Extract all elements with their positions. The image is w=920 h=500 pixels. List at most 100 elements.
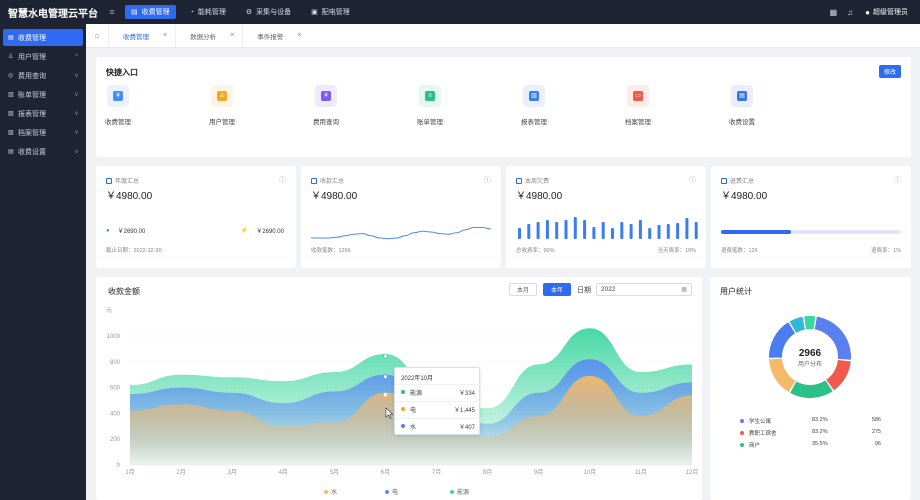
quick-item-label: 用户管理 xyxy=(209,119,235,126)
collection-summary-card: 收款汇总 ⓘ ￥4980.00 收款笔数：1256 xyxy=(301,166,501,268)
tooltip-row-name: 水 xyxy=(410,425,417,431)
date-picker[interactable]: 2022 ▦ xyxy=(596,283,692,296)
sidebar-item-users[interactable]: ♙ 用户管理 ^ xyxy=(3,48,83,65)
tooltip-row: 水 ￥407 xyxy=(395,418,481,432)
chevron-up-icon: ^ xyxy=(75,53,78,60)
legend-label: 水 xyxy=(331,488,337,496)
user-type-count: 275 xyxy=(871,429,881,435)
refund-progress-track xyxy=(721,230,901,234)
month-button[interactable]: 本月 xyxy=(509,283,537,296)
sidebar-item-label: 账单管理 xyxy=(18,91,46,99)
close-icon[interactable]: × xyxy=(297,32,302,39)
tooltip-row: 电 ￥1,445 xyxy=(395,401,481,415)
report-icon: ▧ xyxy=(8,111,14,117)
info-icon[interactable]: ⓘ xyxy=(689,177,696,184)
tab-event-alarm[interactable]: 事件报警 × xyxy=(242,23,309,48)
card-icon xyxy=(311,177,317,184)
x-tick-label: 10月 xyxy=(583,469,596,476)
arrears-bar xyxy=(573,217,577,239)
collection-trend-sparkline xyxy=(311,227,492,240)
arrears-bar xyxy=(694,222,698,239)
legend-marker xyxy=(385,490,389,494)
edit-button[interactable]: 修改 xyxy=(878,65,901,78)
series-dot xyxy=(401,424,405,428)
chevron-down-icon: v xyxy=(75,91,78,98)
x-tick-label: 1月 xyxy=(125,469,134,476)
home-icon[interactable]: ⌂ xyxy=(94,31,100,40)
electric-amount-value: ￥2690.00 xyxy=(256,229,284,235)
y-tick-label: 200 xyxy=(110,437,121,443)
info-icon[interactable]: ⓘ xyxy=(894,177,901,184)
card-footer-left: 总收费率：90% xyxy=(516,248,555,254)
donut-center-value: 2966 xyxy=(799,348,822,359)
topnav-distribution[interactable]: ▣ 配电管理 xyxy=(305,5,356,19)
water-amount-value: ￥2690.00 xyxy=(117,229,146,235)
user-icon: ● xyxy=(865,7,870,17)
fullscreen-icon[interactable]: ▦ xyxy=(829,7,838,17)
menu-toggle-icon[interactable]: ≡ xyxy=(109,7,115,17)
bell-icon[interactable]: ♫ xyxy=(847,7,854,17)
highlight-point xyxy=(383,392,388,398)
card-footer: 截止日期：2022-12-30 xyxy=(106,248,162,254)
settings-icon: ▤ xyxy=(8,149,14,155)
quick-item[interactable]: ▭ 档案管理 xyxy=(612,85,664,126)
arrears-bar xyxy=(657,225,661,239)
sidebar-item-archives[interactable]: ▨ 档案管理 v xyxy=(3,124,83,141)
year-button[interactable]: 本年 xyxy=(543,283,571,296)
quick-item[interactable]: ▥ 报表管理 xyxy=(508,85,560,126)
arrears-bar xyxy=(583,220,587,239)
quick-item[interactable]: ¥ 费用查询 xyxy=(300,85,352,126)
sidebar-item-reports[interactable]: ▧ 报表管理 v xyxy=(3,105,83,122)
x-tick-label: 12月 xyxy=(686,469,699,476)
user-stats-title: 用户统计 xyxy=(720,287,752,296)
quick-item[interactable]: ¥ 收费管理 xyxy=(92,85,144,126)
sidebar-item-fee-query[interactable]: ◎ 费用查询 v xyxy=(3,67,83,84)
info-icon[interactable]: ⓘ xyxy=(484,177,491,184)
user-stat-row: 教职工宿舍 83.2% 275 xyxy=(740,429,886,439)
sidebar-item-charge-settings[interactable]: ▤ 收费设置 v xyxy=(3,143,83,160)
arrears-bar xyxy=(676,223,680,239)
arrears-bar xyxy=(638,220,642,239)
arrears-bar xyxy=(620,222,624,239)
topnav-label: 收费管理 xyxy=(141,9,170,16)
user-stat-row: 学生公寓 83.2% 586 xyxy=(740,417,886,427)
topnav-energy[interactable]: ◔ 能耗管理 xyxy=(184,5,232,19)
tab-charge[interactable]: 收费管理 × xyxy=(108,23,175,48)
card-value: ￥4980.00 xyxy=(721,191,768,202)
tooltip-title: 2022年10月 xyxy=(401,376,434,382)
x-tick-label: 3月 xyxy=(228,469,237,476)
document-icon: ▤ xyxy=(8,35,14,41)
revenue-chart-card: 0 200 400 600 800 1000 元 1月 2月 3月 4月 5月 6月 7月 8月 9月 10月 1… xyxy=(96,277,702,500)
topnav-devices[interactable]: ⚙ 采集与设备 xyxy=(240,5,297,19)
tab-data-analysis[interactable]: 数据分析 × xyxy=(175,23,242,48)
close-icon[interactable]: × xyxy=(163,32,168,39)
sidebar-item-charge[interactable]: ▤ 收费管理 xyxy=(3,29,83,46)
user-icon: ♙ xyxy=(211,85,233,107)
refund-summary-card: 退费汇总 ⓘ ￥4980.00 退费笔数：126 退费率：1% xyxy=(711,166,911,268)
sidebar-item-label: 档案管理 xyxy=(18,129,46,137)
quick-item[interactable]: ≡ 账单管理 xyxy=(404,85,456,126)
charge-icon: ¥ xyxy=(107,85,129,107)
quick-item[interactable]: ▤ 收费设置 xyxy=(716,85,768,126)
quick-item-label: 收费管理 xyxy=(105,119,131,126)
quick-item[interactable]: ♙ 用户管理 xyxy=(196,85,248,126)
card-title: 退费汇总 xyxy=(730,179,755,185)
tooltip-row: 能源 ￥334 xyxy=(395,384,481,398)
card-title: 年度汇总 xyxy=(115,179,140,185)
electric-amount: ⚡ ￥2690.00 xyxy=(241,226,284,235)
date-label: 日期 xyxy=(577,286,591,294)
sidebar-item-bills[interactable]: ▥ 账单管理 v xyxy=(3,86,83,103)
arrears-bar xyxy=(527,224,531,239)
user-menu[interactable]: ● 超级管理员 xyxy=(865,7,908,17)
water-drop-icon: ● xyxy=(106,227,110,234)
legend-label: 能源 xyxy=(457,488,469,496)
tooltip-row-value: ￥334 xyxy=(458,391,475,397)
info-icon[interactable]: ⓘ xyxy=(279,177,286,184)
close-icon[interactable]: × xyxy=(230,32,235,39)
top-bar: 智慧水电管理云平台 ≡ ▤ 收费管理 ◔ 能耗管理 ⚙ 采集与设备 ▣ 配电管理 ▦ ♫… xyxy=(0,0,920,24)
topnav-charge[interactable]: ▤ 收费管理 xyxy=(125,5,176,19)
chart-tooltip: 2022年10月 能源 ￥334 电 ￥1,445 水 ￥407 xyxy=(394,367,481,435)
donut-center-label: 用户分布 xyxy=(798,360,822,368)
quick-access-panel: 快捷入口 修改 ¥ 收费管理 ♙ 用户管理 ¥ 费用查询 ≡ 账单管理 ▥ 报表管理 ▭ 档案管理 ▤ 收… xyxy=(96,57,911,157)
